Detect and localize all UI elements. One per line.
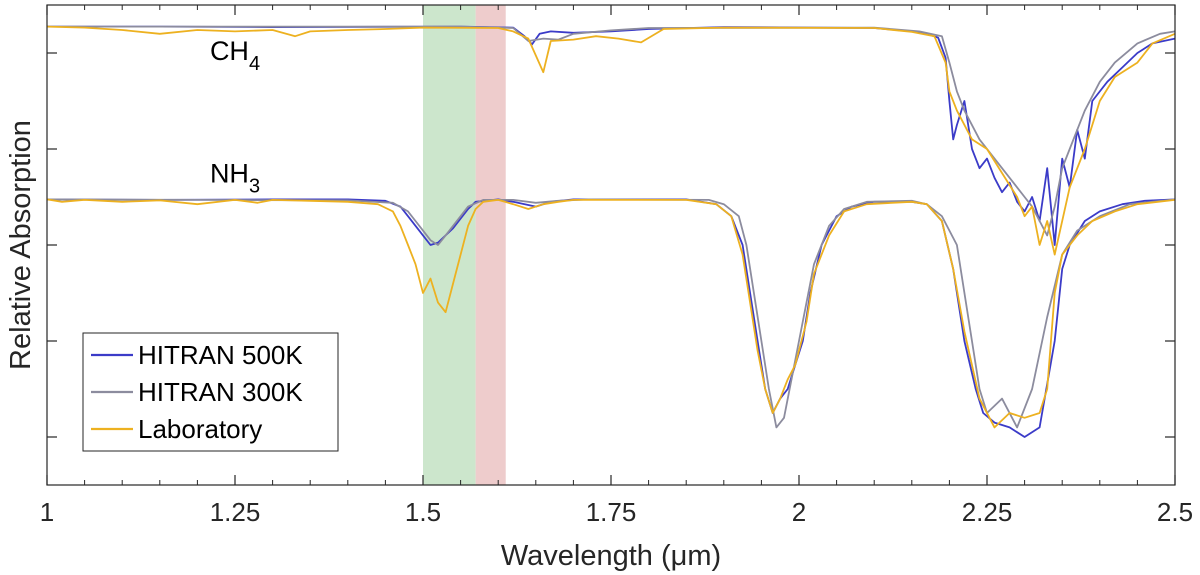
nh3-label: NH3 bbox=[210, 159, 260, 198]
axis-ticks: 1 1.25 1.5 1.75 2 2.25 2.5 bbox=[40, 5, 1193, 527]
x-tick-label: 2 bbox=[792, 497, 806, 527]
series-nh3-hitran-300k bbox=[47, 198, 1175, 429]
annotations: CH4 NH3 bbox=[210, 36, 260, 197]
ch4-label-subscript: 4 bbox=[249, 53, 260, 75]
series-ch4-laboratory bbox=[47, 25, 1175, 256]
x-tick-label: 2.25 bbox=[962, 497, 1013, 527]
nh3-label-subscript: 3 bbox=[249, 176, 260, 198]
y-axis-label: Relative Absorption bbox=[5, 120, 37, 370]
shaded-bands bbox=[423, 5, 506, 485]
legend-label: Laboratory bbox=[138, 414, 262, 444]
nh3-label-base: NH bbox=[210, 159, 249, 189]
x-tick-label: 1.25 bbox=[210, 497, 261, 527]
ch4-label-base: CH bbox=[210, 36, 249, 66]
legend-label: HITRAN 300K bbox=[138, 377, 303, 407]
series-layer bbox=[47, 25, 1175, 438]
red-band bbox=[475, 5, 506, 485]
x-tick-label: 2.5 bbox=[1157, 497, 1193, 527]
x-axis-label: Wavelength (μm) bbox=[501, 540, 721, 572]
ch4-label: CH4 bbox=[210, 36, 260, 75]
x-tick-label: 1.5 bbox=[405, 497, 441, 527]
series-ch4-hitran-300k bbox=[47, 25, 1175, 237]
legend-label: HITRAN 500K bbox=[138, 340, 303, 370]
x-tick-label: 1.75 bbox=[586, 497, 637, 527]
series-nh3-laboratory bbox=[47, 198, 1175, 429]
legend: HITRAN 500K HITRAN 300K Laboratory bbox=[82, 332, 339, 452]
series-ch4-hitran-500k bbox=[47, 25, 1175, 246]
x-tick-label: 1 bbox=[40, 497, 54, 527]
